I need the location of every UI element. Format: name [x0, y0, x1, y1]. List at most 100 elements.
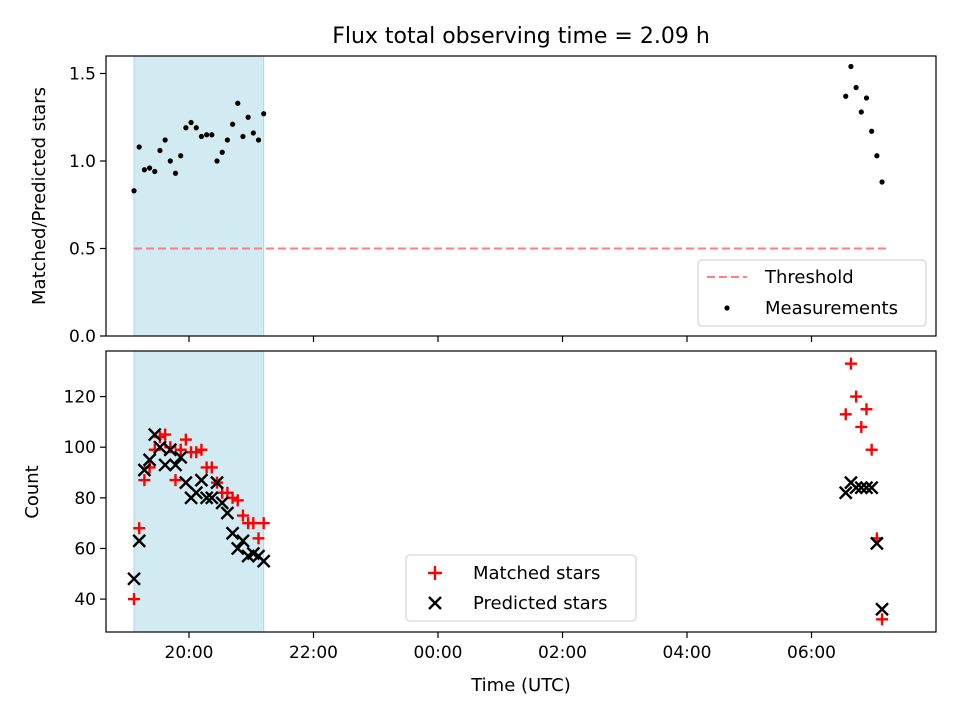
- measurement-point: [136, 144, 142, 150]
- measurement-point: [141, 167, 147, 173]
- predicted-star-point: [210, 475, 224, 490]
- measurement-point: [863, 95, 870, 101]
- legend-matched-swatch: [428, 566, 442, 580]
- bottom-panel: 40 60 80 100 120 20:00 22:00 00:00 02:00 04:00 06…: [22, 350, 937, 663]
- matched-star-point: [839, 408, 852, 421]
- predicted-star-point: [225, 526, 240, 541]
- measurement-point: [146, 165, 153, 171]
- measurement-point: [848, 63, 854, 70]
- matched-star-point: [865, 443, 878, 456]
- predicted-star-point: [158, 458, 172, 472]
- top-x-ticks: [188, 336, 813, 342]
- matched-star-point: [133, 522, 146, 535]
- measurement-point: [255, 137, 262, 143]
- measurement-point: [214, 158, 220, 164]
- x-tick-label: 22:00: [289, 643, 338, 663]
- predicted-star-point: [870, 536, 884, 551]
- matched-star-point: [876, 613, 889, 626]
- measurement-point: [204, 132, 210, 138]
- bottom-axes-frame: [105, 350, 937, 633]
- y-tick-label: 60: [74, 539, 96, 559]
- predicted-star-point: [189, 485, 204, 500]
- predicted-star-point: [127, 571, 141, 586]
- predicted-star-point: [838, 485, 853, 500]
- legend-measurements-label: Measurements: [765, 298, 898, 319]
- predicted-star-point: [854, 480, 869, 495]
- measurement-point: [167, 158, 173, 164]
- measurement-point: [853, 84, 859, 91]
- predicted-star-point: [163, 442, 178, 457]
- predicted-star-point: [849, 480, 863, 495]
- predicted-star-point: [859, 480, 874, 495]
- predicted-star-point: [215, 496, 230, 510]
- matched-star-point: [169, 474, 182, 487]
- matched-star-point: [128, 593, 141, 606]
- legend-predicted-label: Predicted stars: [473, 593, 607, 614]
- matched-star-point: [205, 461, 218, 474]
- chart-title: Flux total observing time = 2.09 h: [332, 24, 710, 49]
- predicted-star-point: [168, 458, 183, 472]
- x-tick-label: 04:00: [663, 643, 712, 663]
- predicted-star-point: [256, 554, 271, 568]
- measurement-point: [178, 153, 184, 159]
- measurement-point: [843, 93, 849, 99]
- measurement-point: [131, 188, 137, 194]
- matched-star-point: [252, 532, 265, 545]
- measurement-point: [879, 179, 885, 185]
- predicted-star-point: [173, 450, 188, 465]
- y-tick-label: 0.0: [69, 327, 96, 347]
- predicted-star-point: [142, 453, 157, 467]
- measurement-point: [229, 121, 236, 127]
- measurement-point: [188, 119, 194, 126]
- x-tick-label: 06:00: [787, 643, 836, 663]
- bottom-legend: Matched stars Predicted stars: [405, 554, 637, 622]
- measurement-point: [240, 133, 246, 140]
- y-tick-label: 1.5: [69, 65, 96, 85]
- x-axis-label: Time (UTC): [470, 675, 571, 696]
- matched-star-point: [138, 474, 151, 487]
- predicted-star-point: [137, 463, 152, 477]
- measurement-point: [193, 125, 199, 131]
- predicted-star-points: [127, 427, 889, 617]
- y-tick-label: 0.5: [69, 240, 96, 260]
- matched-star-point: [236, 509, 249, 522]
- measurement-points: [131, 63, 885, 194]
- predicted-star-point: [204, 490, 219, 505]
- top-axes-frame: [105, 55, 937, 337]
- top-panel: 0.0 0.5 1.0 1.5 Matched/Predicted stars Thr…: [29, 55, 937, 347]
- matched-star-point: [195, 443, 208, 456]
- bottom-x-ticks: 20:00 22:00 00:00 02:00 04:00 06:00: [165, 632, 836, 663]
- measurement-point: [858, 109, 864, 115]
- predicted-star-point: [875, 602, 889, 617]
- legend-threshold-label: Threshold: [764, 267, 854, 288]
- measurement-point: [219, 149, 225, 155]
- measurement-point: [250, 130, 256, 136]
- predicted-star-point: [132, 534, 147, 548]
- measurement-point: [157, 147, 163, 154]
- y-tick-label: 100: [64, 438, 96, 458]
- measurement-point: [224, 137, 230, 143]
- bottom-y-ticks: 40 60 80 100 120: [64, 388, 106, 610]
- matched-star-point: [844, 357, 857, 370]
- matched-star-point: [179, 433, 192, 446]
- top-legend: Threshold Measurements: [697, 259, 927, 327]
- matched-star-point: [159, 428, 172, 441]
- predicted-star-point: [199, 490, 214, 505]
- matched-star-point: [231, 494, 244, 507]
- y-tick-label: 40: [74, 590, 96, 610]
- predicted-star-point: [194, 473, 209, 487]
- measurement-point: [162, 137, 168, 143]
- predicted-star-point: [230, 541, 245, 556]
- measurement-point: [235, 100, 241, 106]
- matched-star-point: [257, 517, 270, 530]
- y-tick-label: 1.0: [69, 152, 96, 172]
- predicted-star-point: [179, 475, 193, 490]
- matched-star-point: [855, 420, 868, 433]
- x-tick-label: 20:00: [165, 643, 214, 663]
- legend-matched-label: Matched stars: [473, 563, 600, 584]
- measurement-point: [152, 168, 158, 175]
- x-tick-label: 00:00: [414, 643, 463, 663]
- measurement-point: [869, 128, 875, 134]
- x-tick-label: 02:00: [538, 643, 587, 663]
